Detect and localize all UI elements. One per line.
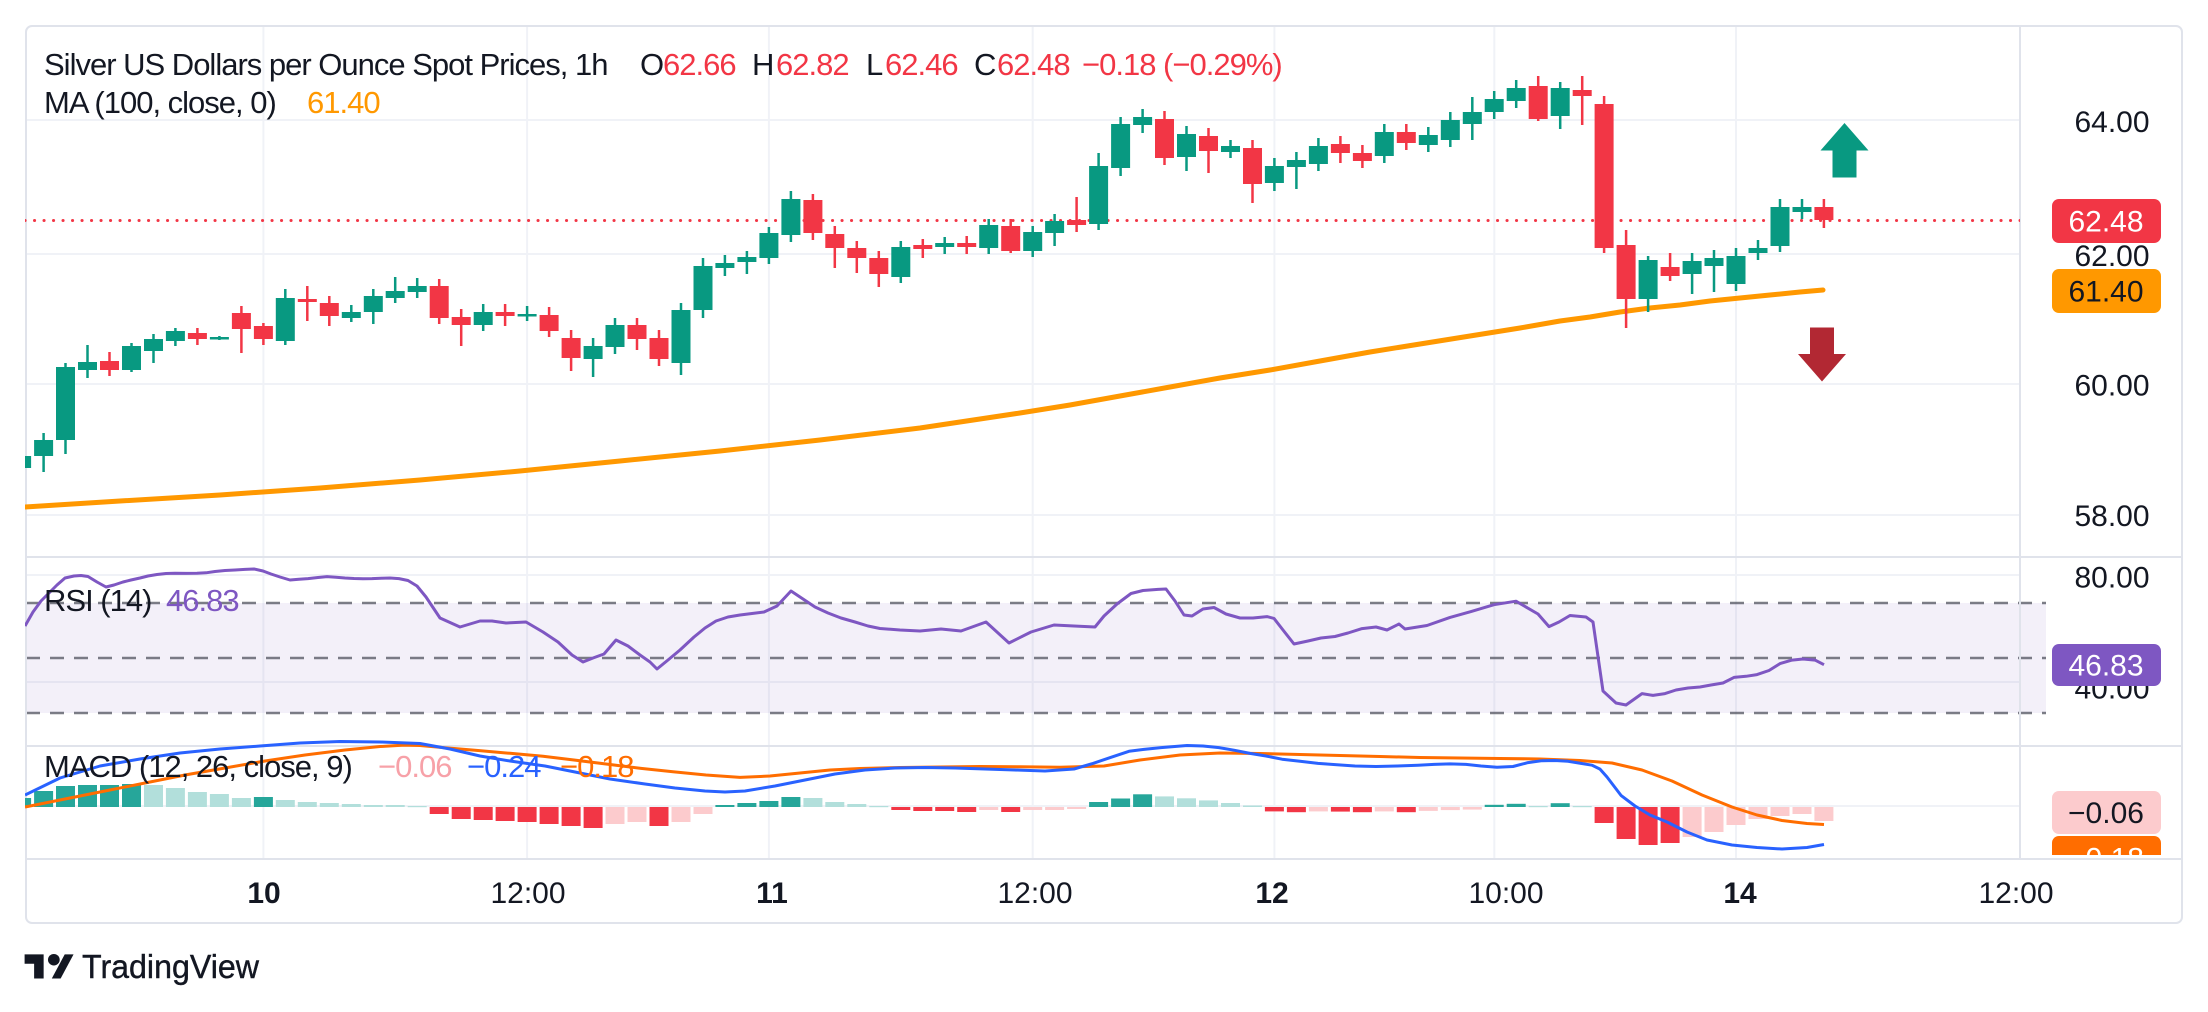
svg-text:46.83: 46.83 <box>2068 650 2143 683</box>
svg-text:14: 14 <box>1723 877 1757 910</box>
svg-text:C: C <box>974 47 996 82</box>
svg-text:MA (100, close, 0): MA (100, close, 0) <box>44 85 276 120</box>
svg-text:10:00: 10:00 <box>1468 877 1543 910</box>
svg-text:64.00: 64.00 <box>2074 106 2149 139</box>
svg-text:−0.18: −0.18 <box>560 749 633 784</box>
svg-text:61.40: 61.40 <box>2068 276 2143 309</box>
svg-text:12: 12 <box>1255 877 1288 910</box>
svg-text:80.00: 80.00 <box>2074 562 2149 595</box>
svg-text:62.46: 62.46 <box>885 47 958 82</box>
svg-text:62.48: 62.48 <box>2068 206 2143 239</box>
svg-text:−0.06: −0.06 <box>378 749 451 784</box>
svg-text:−0.18 (−0.29%): −0.18 (−0.29%) <box>1082 47 1282 82</box>
svg-text:−0.18: −0.18 <box>2068 843 2144 876</box>
svg-text:O: O <box>640 47 663 82</box>
svg-text:12:00: 12:00 <box>1978 877 2053 910</box>
svg-text:62.00: 62.00 <box>2074 240 2149 273</box>
svg-text:12:00: 12:00 <box>490 877 565 910</box>
svg-text:L: L <box>866 47 883 82</box>
svg-text:12:00: 12:00 <box>997 877 1072 910</box>
svg-text:62.66: 62.66 <box>663 47 736 82</box>
svg-text:11: 11 <box>756 877 788 910</box>
svg-text:−0.06: −0.06 <box>2068 797 2144 830</box>
svg-text:62.82: 62.82 <box>776 47 849 82</box>
svg-text:58.00: 58.00 <box>2074 500 2149 533</box>
svg-text:RSI (14): RSI (14) <box>44 583 151 618</box>
svg-text:H: H <box>752 47 773 82</box>
svg-text:Silver US Dollars per Ounce Sp: Silver US Dollars per Ounce Spot Prices,… <box>44 47 607 82</box>
svg-text:60.00: 60.00 <box>2074 370 2149 403</box>
svg-text:61.40: 61.40 <box>307 85 380 120</box>
svg-text:MACD (12, 26, close, 9): MACD (12, 26, close, 9) <box>44 749 352 784</box>
svg-text:46.83: 46.83 <box>166 583 239 618</box>
svg-text:62.48: 62.48 <box>997 47 1070 82</box>
svg-text:−0.24: −0.24 <box>467 749 541 784</box>
svg-text:10: 10 <box>247 877 280 910</box>
svg-text:TradingView: TradingView <box>82 948 259 985</box>
